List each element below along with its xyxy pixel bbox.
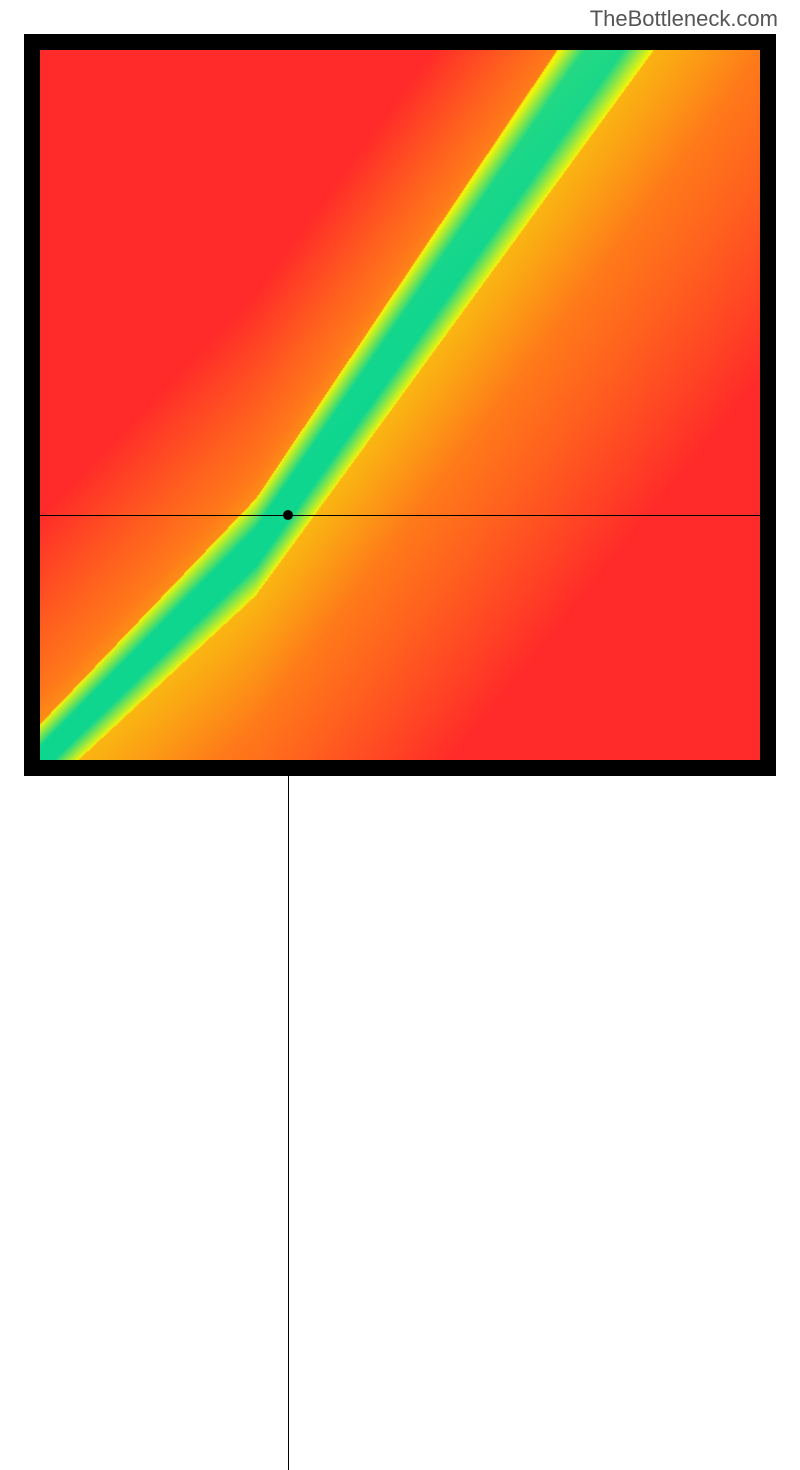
crosshair-horizontal <box>40 515 760 516</box>
watermark-text: TheBottleneck.com <box>590 6 778 32</box>
crosshair-marker <box>283 510 293 520</box>
heatmap-area <box>40 50 760 760</box>
plot-outer-frame <box>24 34 776 776</box>
heatmap-canvas <box>40 50 760 760</box>
crosshair-vertical <box>288 760 289 1470</box>
